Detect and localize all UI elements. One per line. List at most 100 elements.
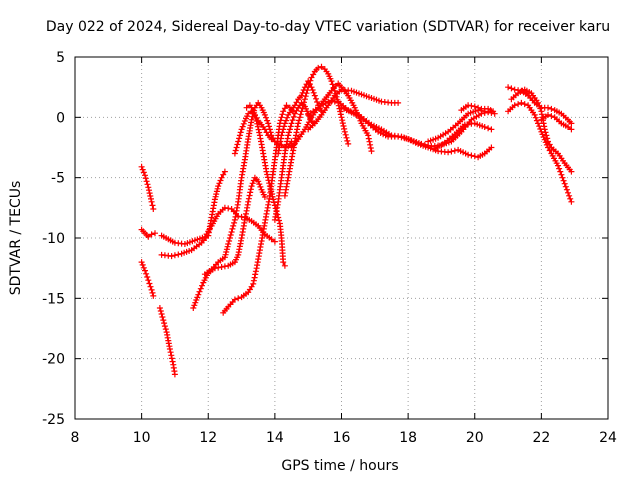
- data-point: [490, 108, 497, 115]
- data-point: [167, 349, 174, 356]
- y-tick-label: -25: [42, 412, 65, 428]
- data-point: [562, 183, 569, 190]
- data-point: [295, 120, 302, 127]
- data-point: [261, 111, 268, 118]
- data-point: [565, 189, 571, 196]
- data-point: [228, 229, 235, 235]
- data-point: [231, 219, 238, 226]
- data-point: [283, 117, 289, 124]
- data-point: [475, 104, 482, 111]
- data-point: [248, 183, 255, 190]
- data-point: [220, 171, 227, 178]
- series-s19: [425, 107, 498, 145]
- series-s25: [538, 111, 575, 133]
- data-point: [342, 131, 349, 138]
- data-point: [536, 123, 543, 130]
- data-point: [515, 101, 522, 108]
- data-point: [230, 222, 237, 229]
- data-point: [568, 126, 575, 133]
- data-point: [279, 111, 286, 118]
- data-point: [190, 305, 197, 311]
- data-point: [171, 371, 178, 378]
- data-point: [302, 93, 309, 100]
- data-point: [221, 168, 228, 175]
- data-point: [568, 198, 575, 205]
- data-point: [143, 178, 150, 185]
- x-tick-label: 8: [71, 430, 80, 446]
- series-s7: [190, 174, 268, 311]
- data-point: [281, 262, 288, 269]
- data-point: [250, 280, 257, 287]
- data-point: [143, 270, 150, 277]
- data-point: [566, 192, 573, 199]
- data-point: [311, 92, 318, 99]
- data-point: [280, 259, 287, 266]
- data-point: [270, 196, 277, 203]
- data-point: [268, 236, 275, 243]
- data-point: [234, 141, 241, 148]
- data-point: [150, 206, 157, 212]
- data-point: [148, 198, 155, 205]
- data-point: [162, 326, 169, 333]
- data-point: [140, 264, 147, 271]
- data-point: [339, 120, 346, 127]
- data-point: [147, 283, 154, 290]
- y-tick-label: -15: [42, 291, 65, 307]
- data-point: [556, 165, 563, 172]
- data-point: [158, 311, 165, 317]
- data-point: [223, 249, 230, 255]
- data-point: [144, 181, 151, 188]
- data-point: [150, 292, 157, 299]
- data-point: [146, 190, 153, 197]
- x-tick-label: 24: [599, 430, 617, 446]
- data-point: [145, 277, 152, 284]
- data-point: [252, 115, 259, 122]
- data-point: [536, 102, 543, 109]
- data-point: [296, 114, 303, 121]
- data-point: [537, 105, 544, 112]
- data-point: [250, 107, 257, 114]
- data-point: [264, 117, 271, 124]
- x-tick-label: 14: [266, 430, 284, 446]
- data-point: [161, 320, 168, 327]
- series-s23: [508, 86, 575, 175]
- data-point: [168, 355, 175, 362]
- data-point: [351, 104, 358, 111]
- data-point: [488, 126, 495, 133]
- data-point: [561, 180, 568, 187]
- data-point: [138, 163, 145, 170]
- data-point: [139, 166, 146, 173]
- y-tick-label: 0: [56, 110, 65, 126]
- data-point: [142, 175, 149, 182]
- data-point: [171, 252, 178, 259]
- data-point: [196, 288, 203, 295]
- data-point: [304, 87, 311, 94]
- series-s16: [305, 86, 402, 133]
- data-point: [365, 135, 372, 142]
- data-point: [256, 129, 263, 136]
- data-point: [227, 232, 234, 238]
- data-point: [545, 104, 551, 111]
- data-point: [152, 230, 158, 237]
- data-point: [256, 181, 263, 188]
- data-point: [338, 114, 345, 121]
- data-point: [261, 194, 268, 200]
- data-point: [301, 96, 308, 103]
- data-point: [235, 295, 242, 302]
- x-tick-label: 20: [466, 430, 484, 446]
- x-tick-label: 22: [532, 430, 550, 446]
- axis-ticks: 8 10 12 14 16 18 20 22 24 5 0 -5 -10 -15 -20 -25: [42, 50, 617, 446]
- series-s12: [275, 78, 325, 157]
- data-series: [138, 63, 575, 378]
- x-tick-label: 10: [133, 430, 151, 446]
- data-point: [448, 148, 455, 155]
- x-axis-title: GPS time / hours: [281, 458, 398, 474]
- data-point: [481, 124, 488, 130]
- data-point: [565, 124, 571, 130]
- data-point: [161, 323, 168, 330]
- data-point: [279, 129, 286, 136]
- data-point: [249, 180, 256, 187]
- data-point: [232, 147, 239, 154]
- data-point: [250, 277, 257, 284]
